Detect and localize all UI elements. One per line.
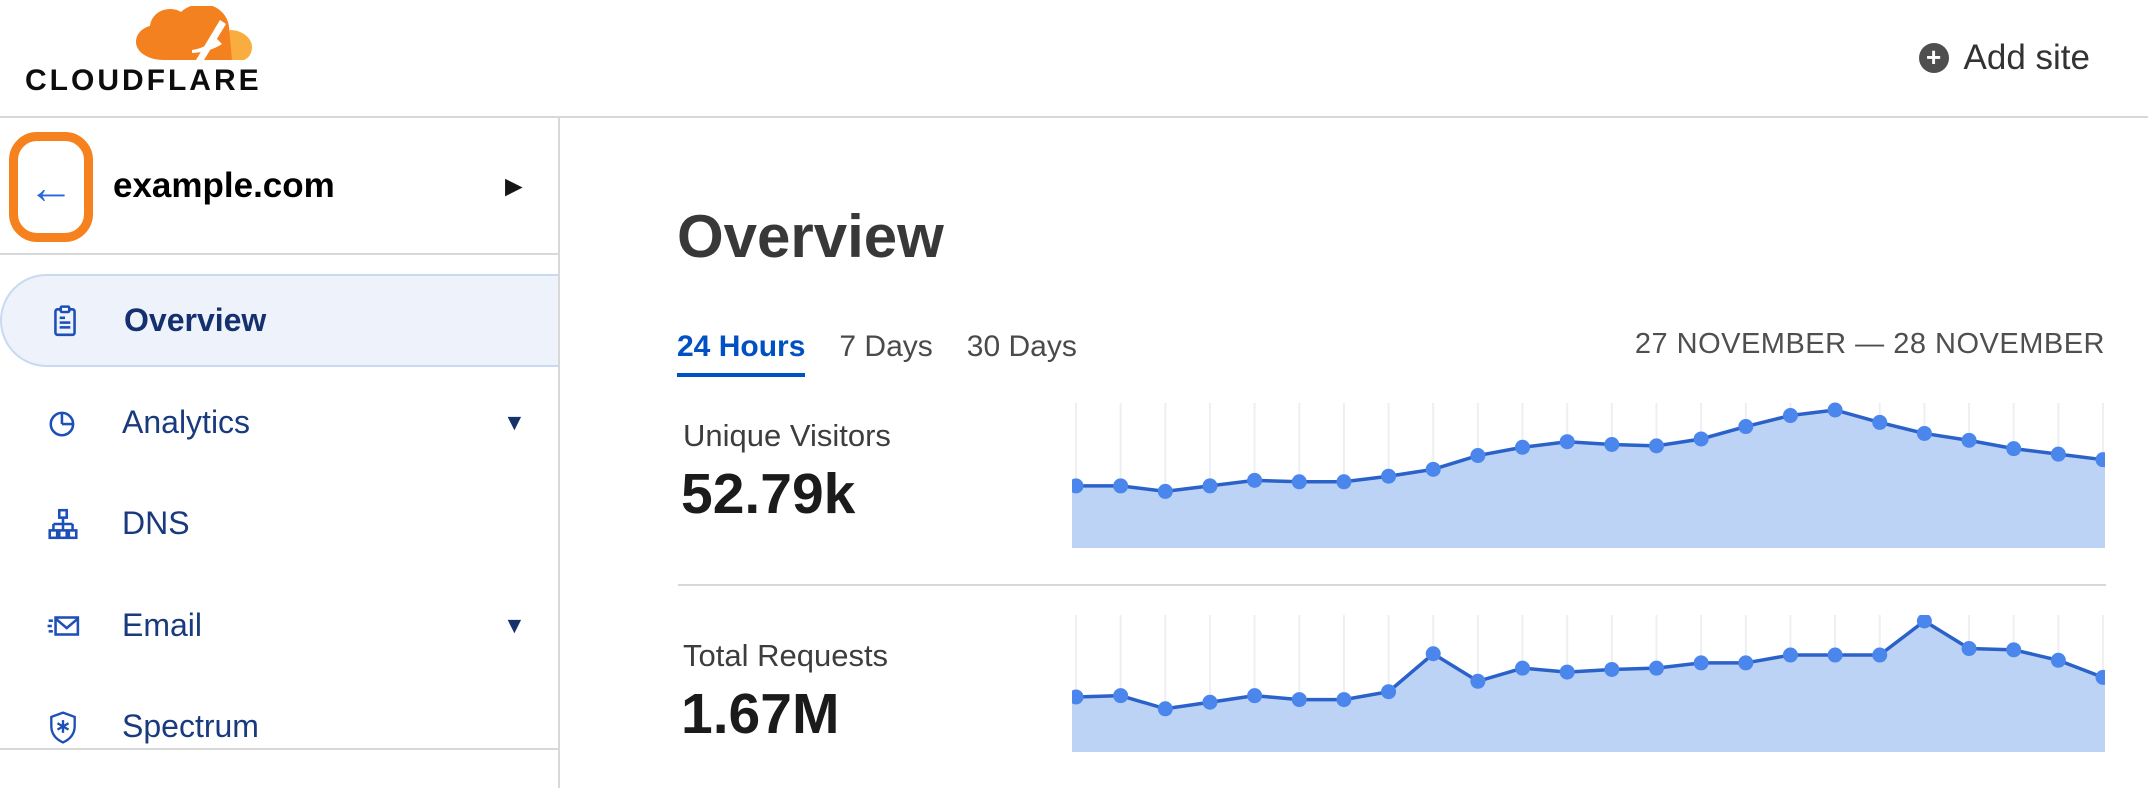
email-icon: [45, 609, 81, 643]
sidebar-item-label: DNS: [122, 505, 190, 541]
shield-icon: [45, 710, 81, 744]
time-range-tabs: 24 Hours 7 Days 30 Days: [677, 330, 1077, 377]
add-site-label: Add site: [1963, 38, 2090, 77]
sidebar-item-overview[interactable]: Overview: [0, 274, 558, 367]
total-requests-chart: [1072, 615, 2105, 752]
sidebar-item-analytics[interactable]: Analytics ▼: [0, 376, 558, 469]
sidebar: ← example.com ▶ Overview: [0, 118, 560, 788]
site-name: example.com: [113, 165, 335, 205]
dns-tree-icon: [45, 507, 81, 541]
top-bar: CLOUDFLARE + Add site: [0, 0, 2148, 118]
expand-right-icon[interactable]: ▶: [505, 172, 523, 198]
cloudflare-logo[interactable]: CLOUDFLARE: [25, 6, 262, 96]
sidebar-item-label: Analytics: [122, 404, 251, 440]
sidebar-divider: [0, 748, 558, 750]
tab-7-days[interactable]: 7 Days: [839, 330, 933, 363]
annotation-highlight: ←: [9, 132, 93, 242]
unique-visitors-chart: [1072, 402, 2105, 548]
cloudflare-cloud-icon: [135, 6, 252, 60]
sidebar-item-spectrum[interactable]: Spectrum: [0, 680, 558, 773]
sidebar-item-email[interactable]: Email ▼: [0, 579, 558, 672]
sidebar-item-label: Overview: [124, 302, 267, 338]
cloudflare-logo-text: CLOUDFLARE: [25, 64, 262, 97]
sidebar-item-label: Spectrum: [122, 708, 259, 744]
tab-30-days[interactable]: 30 Days: [966, 330, 1077, 363]
add-site-button[interactable]: + Add site: [1918, 0, 2090, 116]
sidebar-item-dns[interactable]: DNS: [0, 477, 558, 570]
page-title: Overview: [677, 203, 944, 270]
total-requests-label: Total Requests: [683, 638, 889, 673]
chevron-down-icon[interactable]: ▼: [503, 612, 526, 638]
site-selector-row: ← example.com ▶: [0, 118, 558, 255]
clipboard-icon: [47, 304, 83, 338]
pie-chart-icon: [45, 406, 81, 440]
back-arrow-icon[interactable]: ←: [28, 161, 74, 213]
tab-24-hours[interactable]: 24 Hours: [677, 330, 806, 377]
plus-icon: +: [1918, 43, 1949, 73]
sidebar-item-label: Email: [122, 607, 203, 643]
total-requests-value: 1.67M: [681, 682, 840, 746]
section-divider: [678, 584, 2106, 586]
chevron-down-icon[interactable]: ▼: [503, 409, 526, 435]
date-range-label: 27 NOVEMBER — 28 NOVEMBER: [1634, 328, 2105, 360]
unique-visitors-label: Unique Visitors: [683, 418, 891, 453]
unique-visitors-value: 52.79k: [681, 462, 856, 526]
